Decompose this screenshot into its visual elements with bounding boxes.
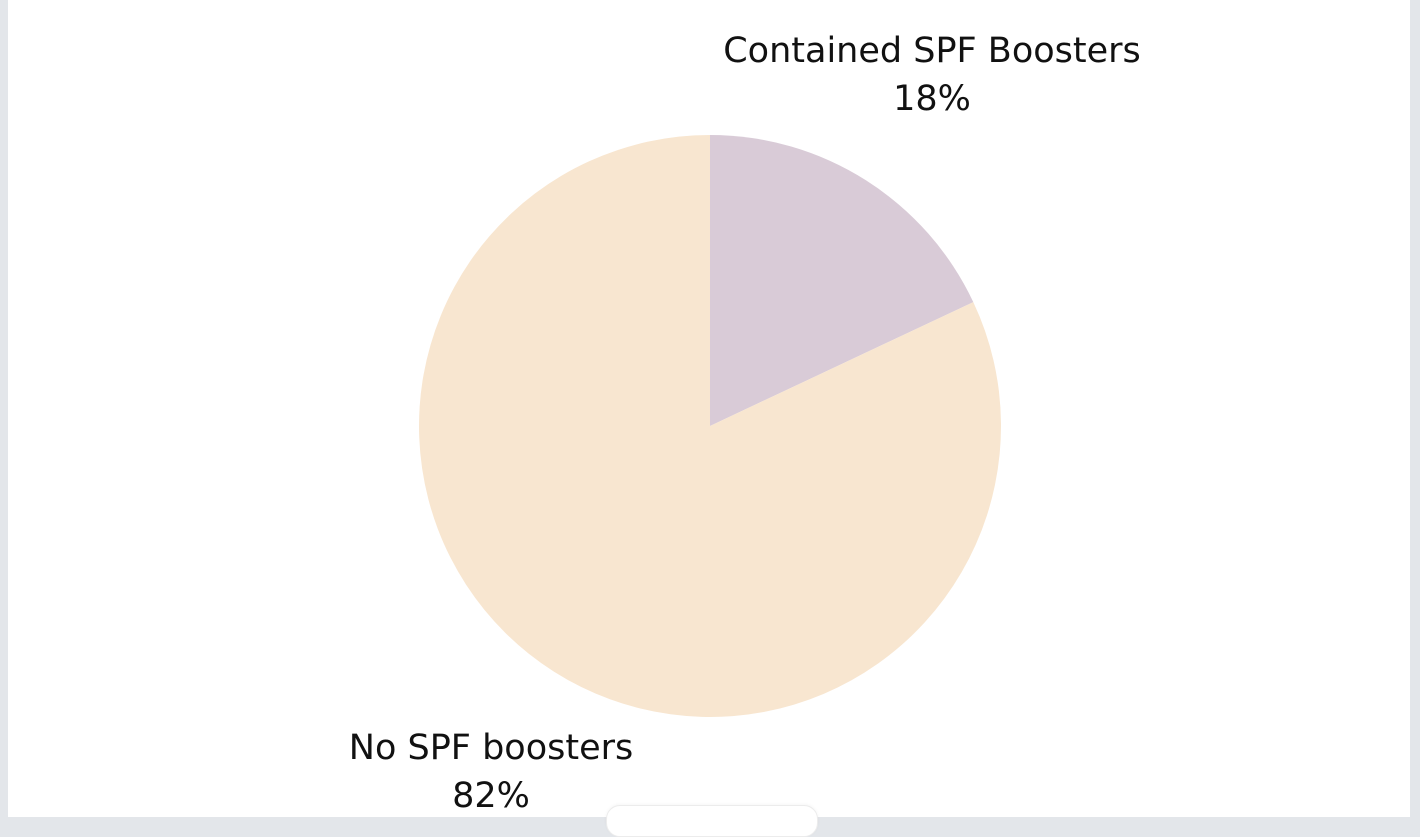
slice-label-no-spf-boosters: No SPF boosters 82% <box>349 724 633 820</box>
pie-slice-contained-spf-boosters <box>710 135 974 426</box>
slice-label-text: Contained SPF Boosters <box>723 31 1141 71</box>
slice-label-contained-spf-boosters: Contained SPF Boosters 18% <box>723 27 1141 123</box>
slice-label-text: No SPF boosters <box>348 728 634 768</box>
slice-value-label: 82% <box>452 776 530 816</box>
pie-chart <box>419 134 1002 717</box>
chart-canvas: Contained SPF Boosters 18% No SPF booste… <box>8 0 1410 837</box>
bottom-panel-handle[interactable] <box>606 805 818 837</box>
pie-slice-no-spf-boosters <box>419 134 1002 717</box>
slice-value-label: 18% <box>893 79 971 119</box>
